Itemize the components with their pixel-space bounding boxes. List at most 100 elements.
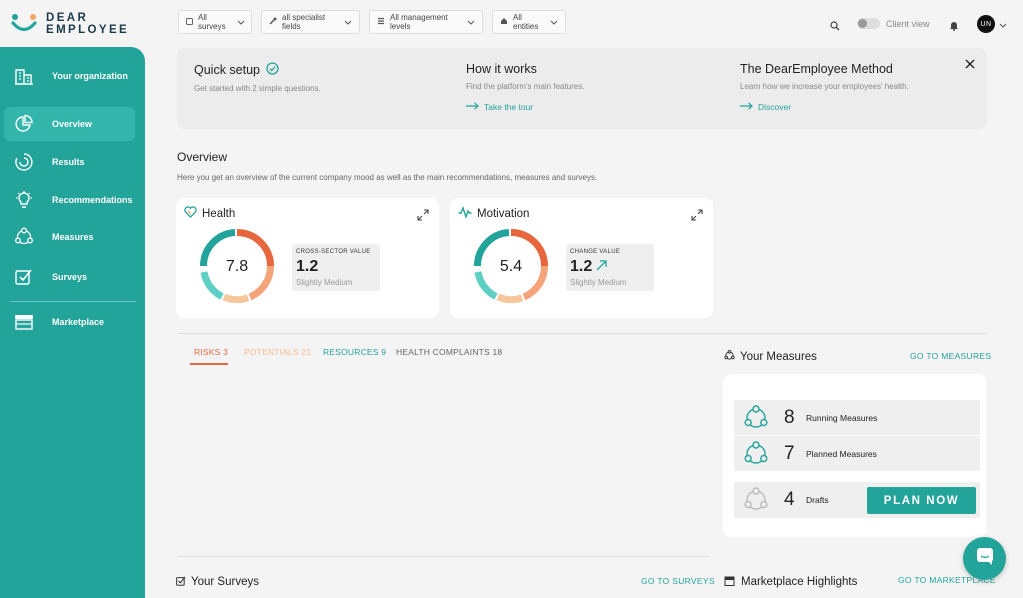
checkbox-icon <box>176 573 186 591</box>
change-value-sub: Slightly Medium <box>570 278 627 287</box>
arrow-right-icon <box>740 102 753 112</box>
planned-count: 7 <box>784 442 795 464</box>
marketplace-header: Marketplace Highlights <box>724 573 857 591</box>
brand-logo[interactable]: DEAR EMPLOYEE <box>10 12 129 36</box>
take-tour-label: Take the tour <box>484 102 534 112</box>
filter-entities[interactable]: All entities <box>492 10 566 34</box>
wrench-icon <box>269 17 277 27</box>
go-to-marketplace-link[interactable]: GO TO MARKETPLACE <box>898 575 996 585</box>
quick-setup-title: Quick setup <box>194 63 261 77</box>
brand-line-2: EMPLOYEE <box>46 24 130 36</box>
how-it-works-title: How it works <box>466 62 537 76</box>
avatar[interactable]: UN <box>977 15 995 33</box>
sidebar-item-results[interactable]: Results <box>4 145 135 179</box>
chevron-down-icon <box>999 15 1007 33</box>
section-divider <box>177 556 709 557</box>
filter-label: All surveys <box>198 13 226 31</box>
drafts-count: 4 <box>784 489 795 510</box>
sidebar-item-surveys[interactable]: Surveys <box>4 260 135 294</box>
cross-sector-box: CROSS-SECTOR VALUE 1.2 Slightly Medium <box>292 244 380 291</box>
change-value: 1.2 <box>570 258 593 275</box>
sidebar-item-measures[interactable]: Measures <box>4 220 135 254</box>
go-to-measures-link[interactable]: GO TO MEASURES <box>910 351 992 361</box>
health-gauge: 7.8 <box>199 229 275 308</box>
tab-potentials[interactable]: POTENTIALS 21 <box>244 347 311 357</box>
sidebar-item-label: Surveys <box>52 272 88 282</box>
user-menu[interactable]: UN <box>977 15 1007 33</box>
discover-label: Discover <box>758 102 792 112</box>
sidebar-divider <box>10 301 136 302</box>
motivation-title: Motivation <box>477 207 530 220</box>
sidebar-item-overview[interactable]: Overview <box>4 107 135 141</box>
take-tour-link[interactable]: Take the tour <box>466 102 584 112</box>
health-score: 7.8 <box>226 258 248 275</box>
bell-icon[interactable] <box>949 18 959 36</box>
your-measures-header: Your Measures <box>724 348 817 366</box>
checkbox-icon <box>11 267 37 287</box>
drafts-row[interactable]: 4 Drafts PLAN NOW <box>734 482 980 518</box>
filter-label: All entities <box>513 13 539 31</box>
filter-management-levels[interactable]: All management levels <box>369 10 483 34</box>
lightbulb-icon <box>11 190 37 210</box>
chevron-down-icon <box>550 18 558 27</box>
overview-subtitle: Here you get an overview of the current … <box>177 173 598 182</box>
change-value-box: CHANGE VALUE 1.2 Slightly Medium <box>566 244 654 291</box>
motivation-card[interactable]: Motivation 5.4 CHANGE VALUE 1.2 Slightly… <box>450 198 713 318</box>
how-it-works-subtitle: Find the platform's main features. <box>466 82 585 91</box>
tab-resources[interactable]: RESOURCES 9 <box>323 347 386 357</box>
tab-label: POTENTIALS <box>244 347 299 357</box>
chat-icon <box>975 546 995 571</box>
marketplace-title: Marketplace Highlights <box>741 576 858 588</box>
tab-health-complaints[interactable]: HEALTH COMPLAINTS 18 <box>396 347 502 357</box>
filter-specialist-fields[interactable]: all specialist fields <box>261 10 360 34</box>
motivation-gauge: 5.4 <box>473 229 549 308</box>
filter-surveys[interactable]: All surveys <box>178 10 252 34</box>
sidebar-item-your-organization[interactable]: Your organization <box>4 59 135 93</box>
sidebar-item-recommendations[interactable]: Recommendations <box>4 183 135 217</box>
tab-label: RISKS <box>194 347 221 357</box>
pie-chart-icon <box>11 114 37 134</box>
health-title: Health <box>202 207 236 220</box>
tab-risks[interactable]: RISKS 3 <box>194 347 228 357</box>
chevron-down-icon <box>344 18 352 27</box>
arrow-right-icon <box>466 102 479 112</box>
client-view-toggle[interactable]: Client view <box>857 18 930 29</box>
search-icon[interactable] <box>830 18 840 36</box>
tab-count: 3 <box>223 347 229 357</box>
cross-sector-value: 1.2 <box>296 258 319 275</box>
go-to-surveys-link[interactable]: GO TO SURVEYS <box>641 576 715 586</box>
filter-label: all specialist fields <box>282 13 326 31</box>
dearemployee-method: The DearEmployee Method Learn how we inc… <box>740 62 909 112</box>
logo-smile-icon <box>10 12 38 36</box>
chevron-down-icon <box>467 18 475 27</box>
chat-launcher[interactable] <box>963 537 1006 580</box>
sidebar-item-label: Your organization <box>52 71 128 81</box>
trend-up-icon <box>596 258 607 276</box>
quick-setup[interactable]: Quick setup Get started with 2 simple qu… <box>194 62 321 93</box>
client-view-label: Client view <box>886 18 930 29</box>
discover-link[interactable]: Discover <box>740 102 909 112</box>
store-icon <box>11 312 37 332</box>
health-card[interactable]: Health 7.8 CROSS-SECTOR VALUE 1.2 Slight… <box>176 198 439 318</box>
running-measures-row[interactable]: 8 Running Measures <box>734 400 980 435</box>
how-it-works: How it works Find the platform's main fe… <box>466 62 584 112</box>
measures-running-icon <box>742 404 770 432</box>
drafts-label: Drafts <box>806 495 829 505</box>
active-tab-indicator <box>190 363 228 365</box>
plan-now-button[interactable]: PLAN NOW <box>867 487 976 514</box>
sidebar-item-marketplace[interactable]: Marketplace <box>4 305 135 339</box>
sidebar-item-label: Overview <box>52 119 93 129</box>
sidebar-item-label: Measures <box>52 232 94 242</box>
expand-icon[interactable] <box>417 208 429 226</box>
chevron-down-icon <box>237 18 245 27</box>
tab-label: HEALTH COMPLAINTS <box>396 347 490 357</box>
toggle-switch[interactable] <box>857 18 880 29</box>
tab-count: 18 <box>492 347 503 357</box>
expand-icon[interactable] <box>691 208 703 226</box>
store-icon <box>724 573 735 591</box>
list-icon <box>377 17 385 27</box>
measures-planned-icon <box>742 440 770 468</box>
planned-measures-row[interactable]: 7 Planned Measures <box>734 436 980 471</box>
close-icon[interactable] <box>965 56 975 74</box>
check-circle-icon <box>266 62 279 78</box>
